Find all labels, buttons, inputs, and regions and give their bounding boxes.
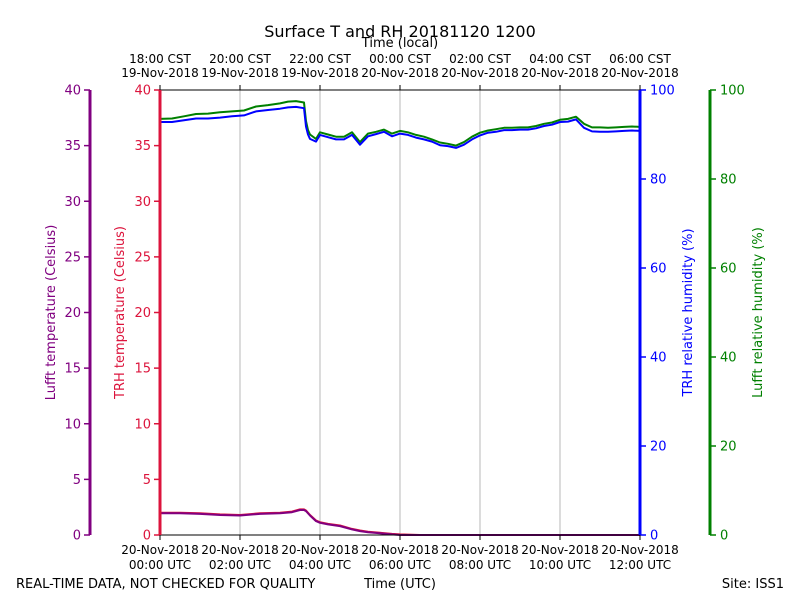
top-x-axis-label: Time (local) — [361, 36, 438, 51]
x-tick-label-date: 20-Nov-2018 — [601, 543, 679, 557]
y-axis-lufft_temp: 0 5 10 15 20 25 30 35 40 Lufft temperature (Celsi… — [44, 84, 92, 544]
x-tick-top-label-time: 06:00 CST — [609, 52, 671, 66]
y-tick-label: 0 — [73, 529, 81, 544]
grid — [239, 90, 561, 535]
x-tick-label-date: 20-Nov-2018 — [521, 543, 599, 557]
y-tick-label: 100 — [650, 84, 675, 99]
x-tick-label-date: 20-Nov-2018 — [361, 543, 439, 557]
x-tick-label-time: 02:00 UTC — [209, 558, 271, 572]
y-tick-label: 40 — [134, 84, 151, 99]
y-tick-label: 0 — [143, 529, 151, 544]
x-tick-top-label-date: 19-Nov-2018 — [201, 66, 279, 80]
x-tick-top-label-time: 22:00 CST — [289, 52, 351, 66]
y-tick-label: 30 — [134, 195, 151, 210]
y-axis-lufft_rh: 0 20 40 60 80 100 Lufft relative humidity (%) — [708, 84, 766, 544]
y-tick-label: 35 — [64, 139, 81, 154]
y-tick-label: 60 — [650, 262, 667, 277]
y-tick-label: 25 — [64, 250, 81, 265]
y-tick-label: 80 — [720, 173, 737, 188]
axes: 0 5 10 15 20 25 30 35 40 Lufft temperature (Celsi… — [44, 84, 766, 544]
x-tick-label-time: 10:00 UTC — [529, 558, 591, 572]
x-tick-top-label-date: 20-Nov-2018 — [521, 66, 599, 80]
y-tick-label: 20 — [64, 306, 81, 321]
y-tick-label: 0 — [650, 529, 658, 544]
footer-quality-note: REAL-TIME DATA, NOT CHECKED FOR QUALITY — [16, 577, 315, 592]
x-tick-label-date: 20-Nov-2018 — [121, 543, 199, 557]
y-tick-label: 80 — [650, 173, 667, 188]
y-tick-label: 40 — [64, 84, 81, 99]
y-tick-label: 5 — [143, 473, 151, 488]
x-tick-top-label-time: 02:00 CST — [449, 52, 511, 66]
y-axis-label: TRH relative humidity (%) — [681, 228, 696, 397]
y-tick-label: 10 — [64, 417, 81, 432]
x-tick-top-label-time: 04:00 CST — [529, 52, 591, 66]
y-tick-label: 5 — [73, 473, 81, 488]
x-tick-top-label-time: 00:00 CST — [369, 52, 431, 66]
x-tick-top-label-time: 20:00 CST — [209, 52, 271, 66]
y-tick-label: 40 — [650, 351, 667, 366]
y-axis-label: Lufft temperature (Celsius) — [44, 225, 59, 401]
x-tick-top-label-date: 20-Nov-2018 — [441, 66, 519, 80]
y-tick-label: 30 — [64, 195, 81, 210]
y-tick-label: 100 — [720, 84, 745, 99]
y-axis-trh_temp: 0 5 10 15 20 25 30 35 40 TRH temperature (Celsius… — [113, 84, 162, 544]
x-tick-label-date: 20-Nov-2018 — [441, 543, 519, 557]
x-tick-top-label-date: 19-Nov-2018 — [281, 66, 359, 80]
x-tick-label-time: 04:00 UTC — [289, 558, 351, 572]
y-axis-label: Lufft relative humidity (%) — [751, 227, 766, 398]
x-tick-top-label-time: 18:00 CST — [129, 52, 191, 66]
x-tick-label-time: 06:00 UTC — [369, 558, 431, 572]
y-tick-label: 20 — [134, 306, 151, 321]
y-tick-label: 60 — [720, 262, 737, 277]
y-tick-label: 0 — [720, 529, 728, 544]
x-tick-label-date: 20-Nov-2018 — [201, 543, 279, 557]
y-axis-trh_rh: 0 20 40 60 80 100 TRH relative humidity (%) — [638, 84, 696, 544]
series-line-trh_rh — [160, 105, 641, 149]
y-tick-label: 10 — [134, 417, 151, 432]
x-tick-top-label-date: 20-Nov-2018 — [601, 66, 679, 80]
x-tick-label-time: 12:00 UTC — [609, 558, 671, 572]
y-tick-label: 25 — [134, 250, 151, 265]
y-axis-label: TRH temperature (Celsius) — [113, 226, 128, 400]
bottom-x-axis-label: Time (UTC) — [363, 577, 436, 592]
y-tick-label: 15 — [64, 362, 81, 377]
x-tick-label-time: 00:00 UTC — [129, 558, 191, 572]
chart-title: Surface T and RH 20181120 1200 — [264, 22, 536, 41]
footer-site: Site: ISS1 — [722, 577, 784, 592]
x-tick-top-label-date: 19-Nov-2018 — [121, 66, 199, 80]
x-tick-top-label-date: 20-Nov-2018 — [361, 66, 439, 80]
y-tick-label: 40 — [720, 351, 737, 366]
y-tick-label: 20 — [720, 440, 737, 455]
x-tick-label-date: 20-Nov-2018 — [281, 543, 359, 557]
series-line-lufft_rh — [159, 100, 641, 147]
y-tick-label: 15 — [134, 362, 151, 377]
y-tick-label: 35 — [134, 139, 151, 154]
y-tick-label: 20 — [650, 440, 667, 455]
x-tick-label-time: 08:00 UTC — [449, 558, 511, 572]
